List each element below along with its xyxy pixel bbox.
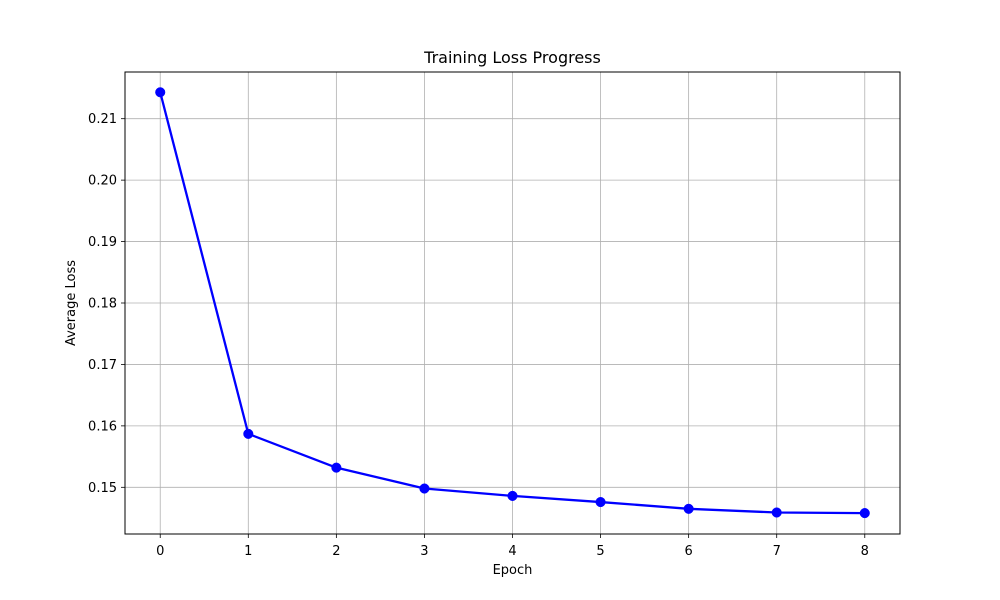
data-point [419, 483, 430, 494]
data-point [595, 497, 606, 508]
series-layer [155, 87, 870, 519]
x-tick-label: 3 [420, 544, 428, 559]
y-tick-label: 0.17 [88, 358, 117, 373]
data-point [683, 503, 694, 514]
x-tick-label: 8 [861, 544, 869, 559]
data-point [155, 87, 166, 98]
x-tick-label: 6 [684, 544, 692, 559]
x-tick-label: 7 [773, 544, 781, 559]
x-tick-label: 2 [332, 544, 340, 559]
x-tick-label: 0 [156, 544, 164, 559]
x-tick-label: 4 [508, 544, 516, 559]
grid-layer [125, 72, 900, 534]
x-axis-label: Epoch [493, 563, 533, 578]
chart-title: Training Loss Progress [423, 48, 601, 67]
data-point [859, 508, 870, 519]
data-point [507, 490, 518, 501]
x-tick-label: 5 [596, 544, 604, 559]
x-tick-label: 1 [244, 544, 252, 559]
data-point [243, 428, 254, 439]
y-tick-label: 0.18 [88, 297, 117, 312]
y-tick-label: 0.19 [88, 235, 117, 250]
y-tick-label: 0.15 [88, 481, 117, 496]
y-tick-label: 0.16 [88, 419, 117, 434]
data-point [771, 507, 782, 518]
y-tick-label: 0.21 [88, 112, 117, 127]
y-tick-label: 0.20 [88, 174, 117, 189]
ticks-layer: 0 1 2 3 4 5 6 7 8 0.15 0.16 0.17 0.18 0.19 0.20 0.21 [88, 112, 869, 559]
y-axis-label: Average Loss [64, 260, 79, 346]
plot-frame [124, 71, 901, 535]
data-point [331, 462, 342, 473]
